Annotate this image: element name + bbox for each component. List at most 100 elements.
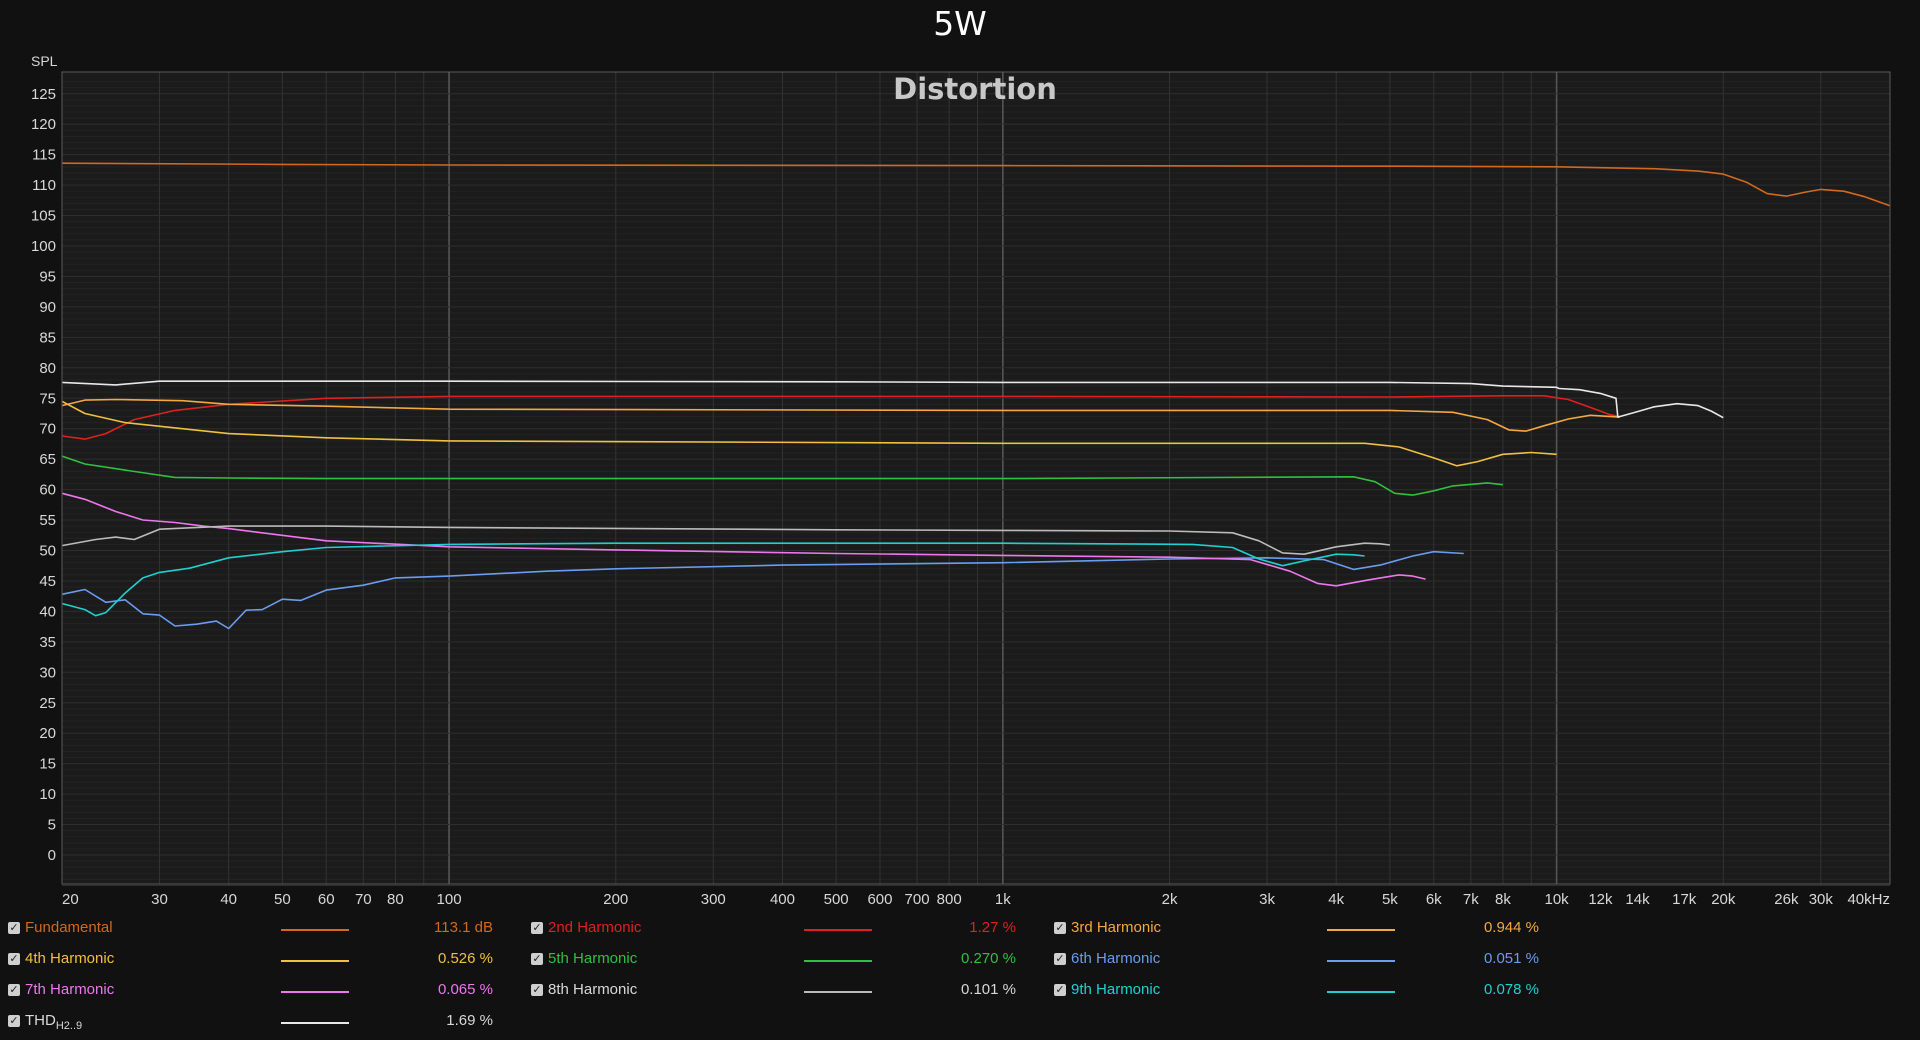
legend-value: 1.69 % — [446, 1012, 493, 1029]
legend-label: 5th Harmonic — [548, 950, 638, 967]
y-tick-label: 120 — [31, 116, 56, 133]
y-tick-label: 25 — [39, 695, 56, 712]
x-tick-labels: 20 30 40 50 60 70 80 100 200 300 400 500 600 700 800 1k… — [62, 891, 1890, 908]
legend-swatch — [804, 960, 872, 962]
x-tick-label: 6k — [1426, 891, 1442, 908]
series-line-2nd-harmonic — [61, 394, 1620, 440]
x-tick-label: 30 — [151, 891, 168, 908]
x-tick-label: 60 — [318, 891, 335, 908]
legend-checkbox[interactable]: ✓ — [531, 952, 543, 965]
legend-checkbox[interactable]: ✓ — [531, 983, 543, 996]
legend-swatch — [281, 991, 349, 993]
y-tick-label: 30 — [39, 664, 56, 681]
y-tick-label: 45 — [39, 573, 56, 590]
legend-swatch — [1327, 929, 1395, 931]
legend-swatch — [281, 929, 349, 931]
legend-swatch — [804, 991, 872, 993]
y-tick-label: 65 — [39, 451, 56, 468]
y-tick-label: 85 — [39, 329, 56, 346]
x-tick-label: 40kHz — [1847, 891, 1890, 908]
legend-checkbox[interactable]: ✓ — [8, 1014, 20, 1027]
x-tick-label: 4k — [1328, 891, 1344, 908]
legend-label: 6th Harmonic — [1071, 950, 1161, 967]
x-tick-label: 17k — [1672, 891, 1697, 908]
y-tick-label: 55 — [39, 512, 56, 529]
x-tick-label: 2k — [1162, 891, 1178, 908]
x-tick-label: 20 — [62, 891, 79, 908]
y-tick-label: 35 — [39, 634, 56, 651]
legend-swatch — [1327, 960, 1395, 962]
legend-checkbox[interactable]: ✓ — [8, 983, 20, 996]
legend-value: 0.101 % — [960, 981, 1016, 998]
x-tick-label: 700 — [905, 891, 930, 908]
y-tick-label: 50 — [39, 543, 56, 560]
legend-value: 0.270 % — [960, 950, 1016, 967]
legend-checkbox[interactable]: ✓ — [1054, 921, 1066, 934]
series-line-8th-harmonic — [61, 525, 1390, 556]
y-axis-label: SPL — [31, 53, 58, 69]
legend-checkbox[interactable]: ✓ — [8, 952, 20, 965]
legend-value: 113.1 dB — [434, 919, 493, 936]
legend-checkbox[interactable]: ✓ — [1054, 983, 1066, 996]
x-tick-label: 200 — [603, 891, 628, 908]
legend-label: Fundamental — [25, 919, 113, 936]
series-line-fundamental — [61, 162, 1891, 207]
y-tick-label: 5 — [48, 817, 56, 834]
y-tick-label: 105 — [31, 208, 56, 225]
x-tick-label: 20k — [1711, 891, 1736, 908]
y-tick-label: 10 — [39, 786, 56, 803]
series-line-4th-harmonic — [61, 400, 1557, 467]
plot-border — [61, 71, 1891, 885]
x-tick-label: 100 — [437, 891, 462, 908]
x-tick-label: 1k — [995, 891, 1011, 908]
x-tick-label: 80 — [387, 891, 404, 908]
legend-label: 4th Harmonic — [25, 950, 115, 967]
legend-value: 0.526 % — [437, 950, 493, 967]
distortion-chart[interactable]: 0 5 10 15 20 25 30 35 40 45 50 55 60 65 70 75 80 85 90 95 10… — [0, 0, 1920, 914]
grid-major — [62, 72, 1890, 886]
legend-label: 2nd Harmonic — [548, 919, 642, 936]
y-tick-label: 20 — [39, 725, 56, 742]
y-tick-label: 115 — [32, 147, 56, 164]
y-tick-label: 100 — [31, 238, 56, 255]
x-tick-label: 600 — [867, 891, 892, 908]
y-tick-label: 90 — [39, 299, 56, 316]
y-tick-label: 40 — [39, 603, 56, 620]
x-tick-label: 300 — [701, 891, 726, 908]
legend-swatch — [281, 960, 349, 962]
x-tick-label: 5k — [1382, 891, 1398, 908]
legend-label: 3rd Harmonic — [1071, 919, 1162, 936]
chart-title: 5W — [933, 4, 987, 43]
series-layer — [61, 162, 1891, 630]
x-tick-label: 50 — [274, 891, 291, 908]
series-line-6th-harmonic — [61, 550, 1464, 630]
series-line-3rd-harmonic — [61, 398, 1620, 432]
series-line-thd — [61, 380, 1724, 419]
y-tick-label: 60 — [39, 482, 56, 499]
legend-checkbox[interactable]: ✓ — [531, 921, 543, 934]
x-tick-label: 400 — [770, 891, 795, 908]
x-tick-label: 30k — [1809, 891, 1834, 908]
legend-checkbox[interactable]: ✓ — [8, 921, 20, 934]
legend-label: THDH2..9 — [25, 1012, 83, 1032]
legend-swatch — [281, 1022, 349, 1024]
legend-swatch — [804, 929, 872, 931]
legend-swatch — [1327, 991, 1395, 993]
x-tick-label: 10k — [1545, 891, 1570, 908]
y-tick-label: 125 — [31, 86, 56, 103]
legend-label: 7th Harmonic — [25, 981, 115, 998]
y-tick-label: 15 — [39, 756, 56, 773]
y-tick-label: 75 — [39, 390, 56, 407]
chart-subtitle: Distortion — [893, 72, 1057, 106]
x-tick-label: 800 — [937, 891, 962, 908]
series-line-5th-harmonic — [61, 455, 1503, 496]
x-tick-label: 40 — [220, 891, 237, 908]
legend-checkbox[interactable]: ✓ — [1054, 952, 1066, 965]
series-line-7th-harmonic — [61, 492, 1426, 587]
x-tick-label: 70 — [355, 891, 372, 908]
y-tick-label: 70 — [39, 421, 56, 438]
legend-label: 8th Harmonic — [548, 981, 638, 998]
y-tick-label: 80 — [39, 360, 56, 377]
legend: ✓ Fundamental 113.1 dB ✓ 2nd Harmonic 1.27 % ✓… — [0, 914, 1920, 1040]
legend-value: 0.078 % — [1483, 981, 1539, 998]
